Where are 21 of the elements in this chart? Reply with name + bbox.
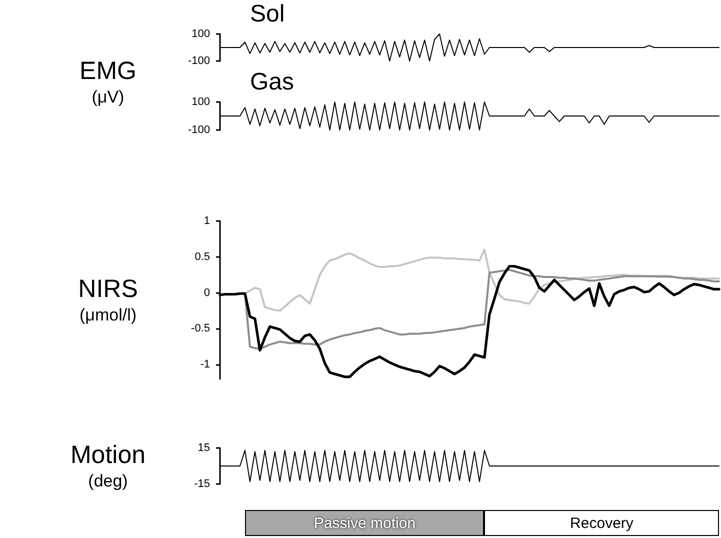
chart-title: Sol	[250, 0, 285, 28]
y-tick-label: -100	[188, 55, 210, 67]
line-series	[220, 102, 720, 130]
y-tick-label: -1	[200, 358, 210, 371]
y-axis-title: NIRS (μmol/l)	[78, 275, 138, 324]
line-series	[220, 450, 720, 482]
line-series	[220, 34, 720, 62]
phase-box: Recovery	[484, 510, 719, 536]
y-axis-title: EMG (μV)	[80, 57, 136, 106]
y-tick-label: -15	[194, 478, 210, 490]
y-tick-label: 0	[204, 286, 210, 299]
y-tick-label: -100	[188, 124, 210, 136]
y-tick-label: 100	[192, 96, 210, 108]
y-tick-label: 15	[198, 442, 210, 454]
y-tick-label: 1	[204, 215, 210, 227]
y-tick-label: 100	[192, 28, 210, 40]
phase-box: Passive motion	[244, 510, 484, 536]
y-tick-label: -0.5	[191, 322, 210, 335]
y-tick-label: 0.5	[194, 250, 210, 263]
chart-title: Gas	[250, 68, 294, 96]
y-axis-title: Motion (deg)	[70, 441, 146, 490]
